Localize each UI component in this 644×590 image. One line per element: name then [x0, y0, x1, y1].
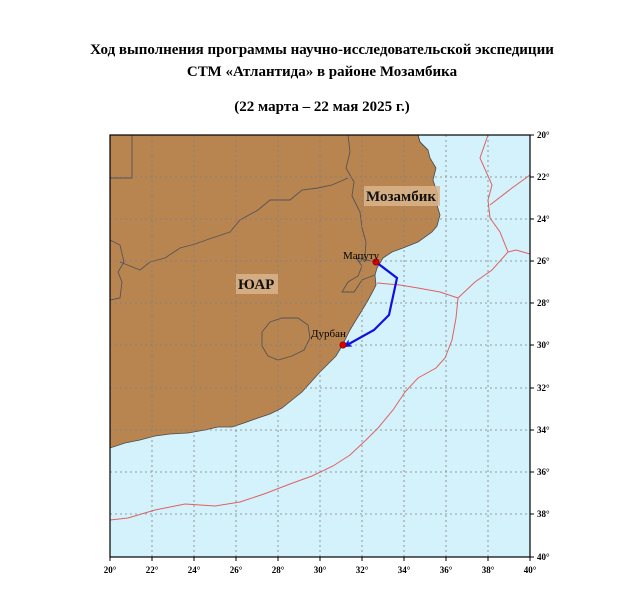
lon-tick-label: 38° — [482, 565, 495, 575]
axis-ticks — [109, 134, 534, 561]
lon-tick-label: 30° — [314, 565, 327, 575]
lat-tick-label: 36° — [537, 467, 550, 477]
lon-tick-label: 22° — [146, 565, 159, 575]
lat-tick-label: 40° — [537, 552, 550, 562]
lat-tick-label: 20° — [537, 130, 550, 140]
lat-tick-label: 32° — [537, 383, 550, 393]
lon-tick-label: 34° — [398, 565, 411, 575]
country-label-mozambique: Мозамбик — [366, 189, 436, 205]
lat-tick-label: 24° — [537, 214, 550, 224]
map-title-period: (22 марта – 22 мая 2025 г.) — [234, 99, 410, 115]
port-marker-maputo — [372, 258, 380, 266]
lat-tick-label: 26° — [537, 256, 550, 266]
city-label-maputo: Мапуту — [343, 250, 380, 262]
lon-tick-label: 32° — [356, 565, 369, 575]
expedition-route — [343, 261, 399, 347]
graticule — [110, 135, 530, 557]
lat-tick-label: 38° — [537, 509, 550, 519]
lat-tick-label: 34° — [537, 425, 550, 435]
lon-tick-label: 26° — [230, 565, 243, 575]
lon-tick-label: 24° — [188, 565, 201, 575]
lon-tick-label: 36° — [440, 565, 453, 575]
lon-tick-label: 28° — [272, 565, 285, 575]
lat-tick-label: 22° — [537, 172, 550, 182]
lon-tick-label: 20° — [104, 565, 117, 575]
map-title-line1: Ход выполнения программы научно-исследов… — [90, 42, 554, 58]
city-label-durban: Дурбан — [311, 328, 346, 340]
lon-tick-label: 40° — [524, 565, 537, 575]
port-marker-durban — [339, 341, 347, 349]
country-borders — [110, 135, 378, 361]
map-title-line2: СТМ «Атлантида» в районе Мозамбика — [186, 64, 458, 80]
country-label-south-africa: ЮАР — [238, 277, 274, 293]
lat-tick-label: 30° — [537, 340, 550, 350]
lat-tick-label: 28° — [537, 298, 550, 308]
